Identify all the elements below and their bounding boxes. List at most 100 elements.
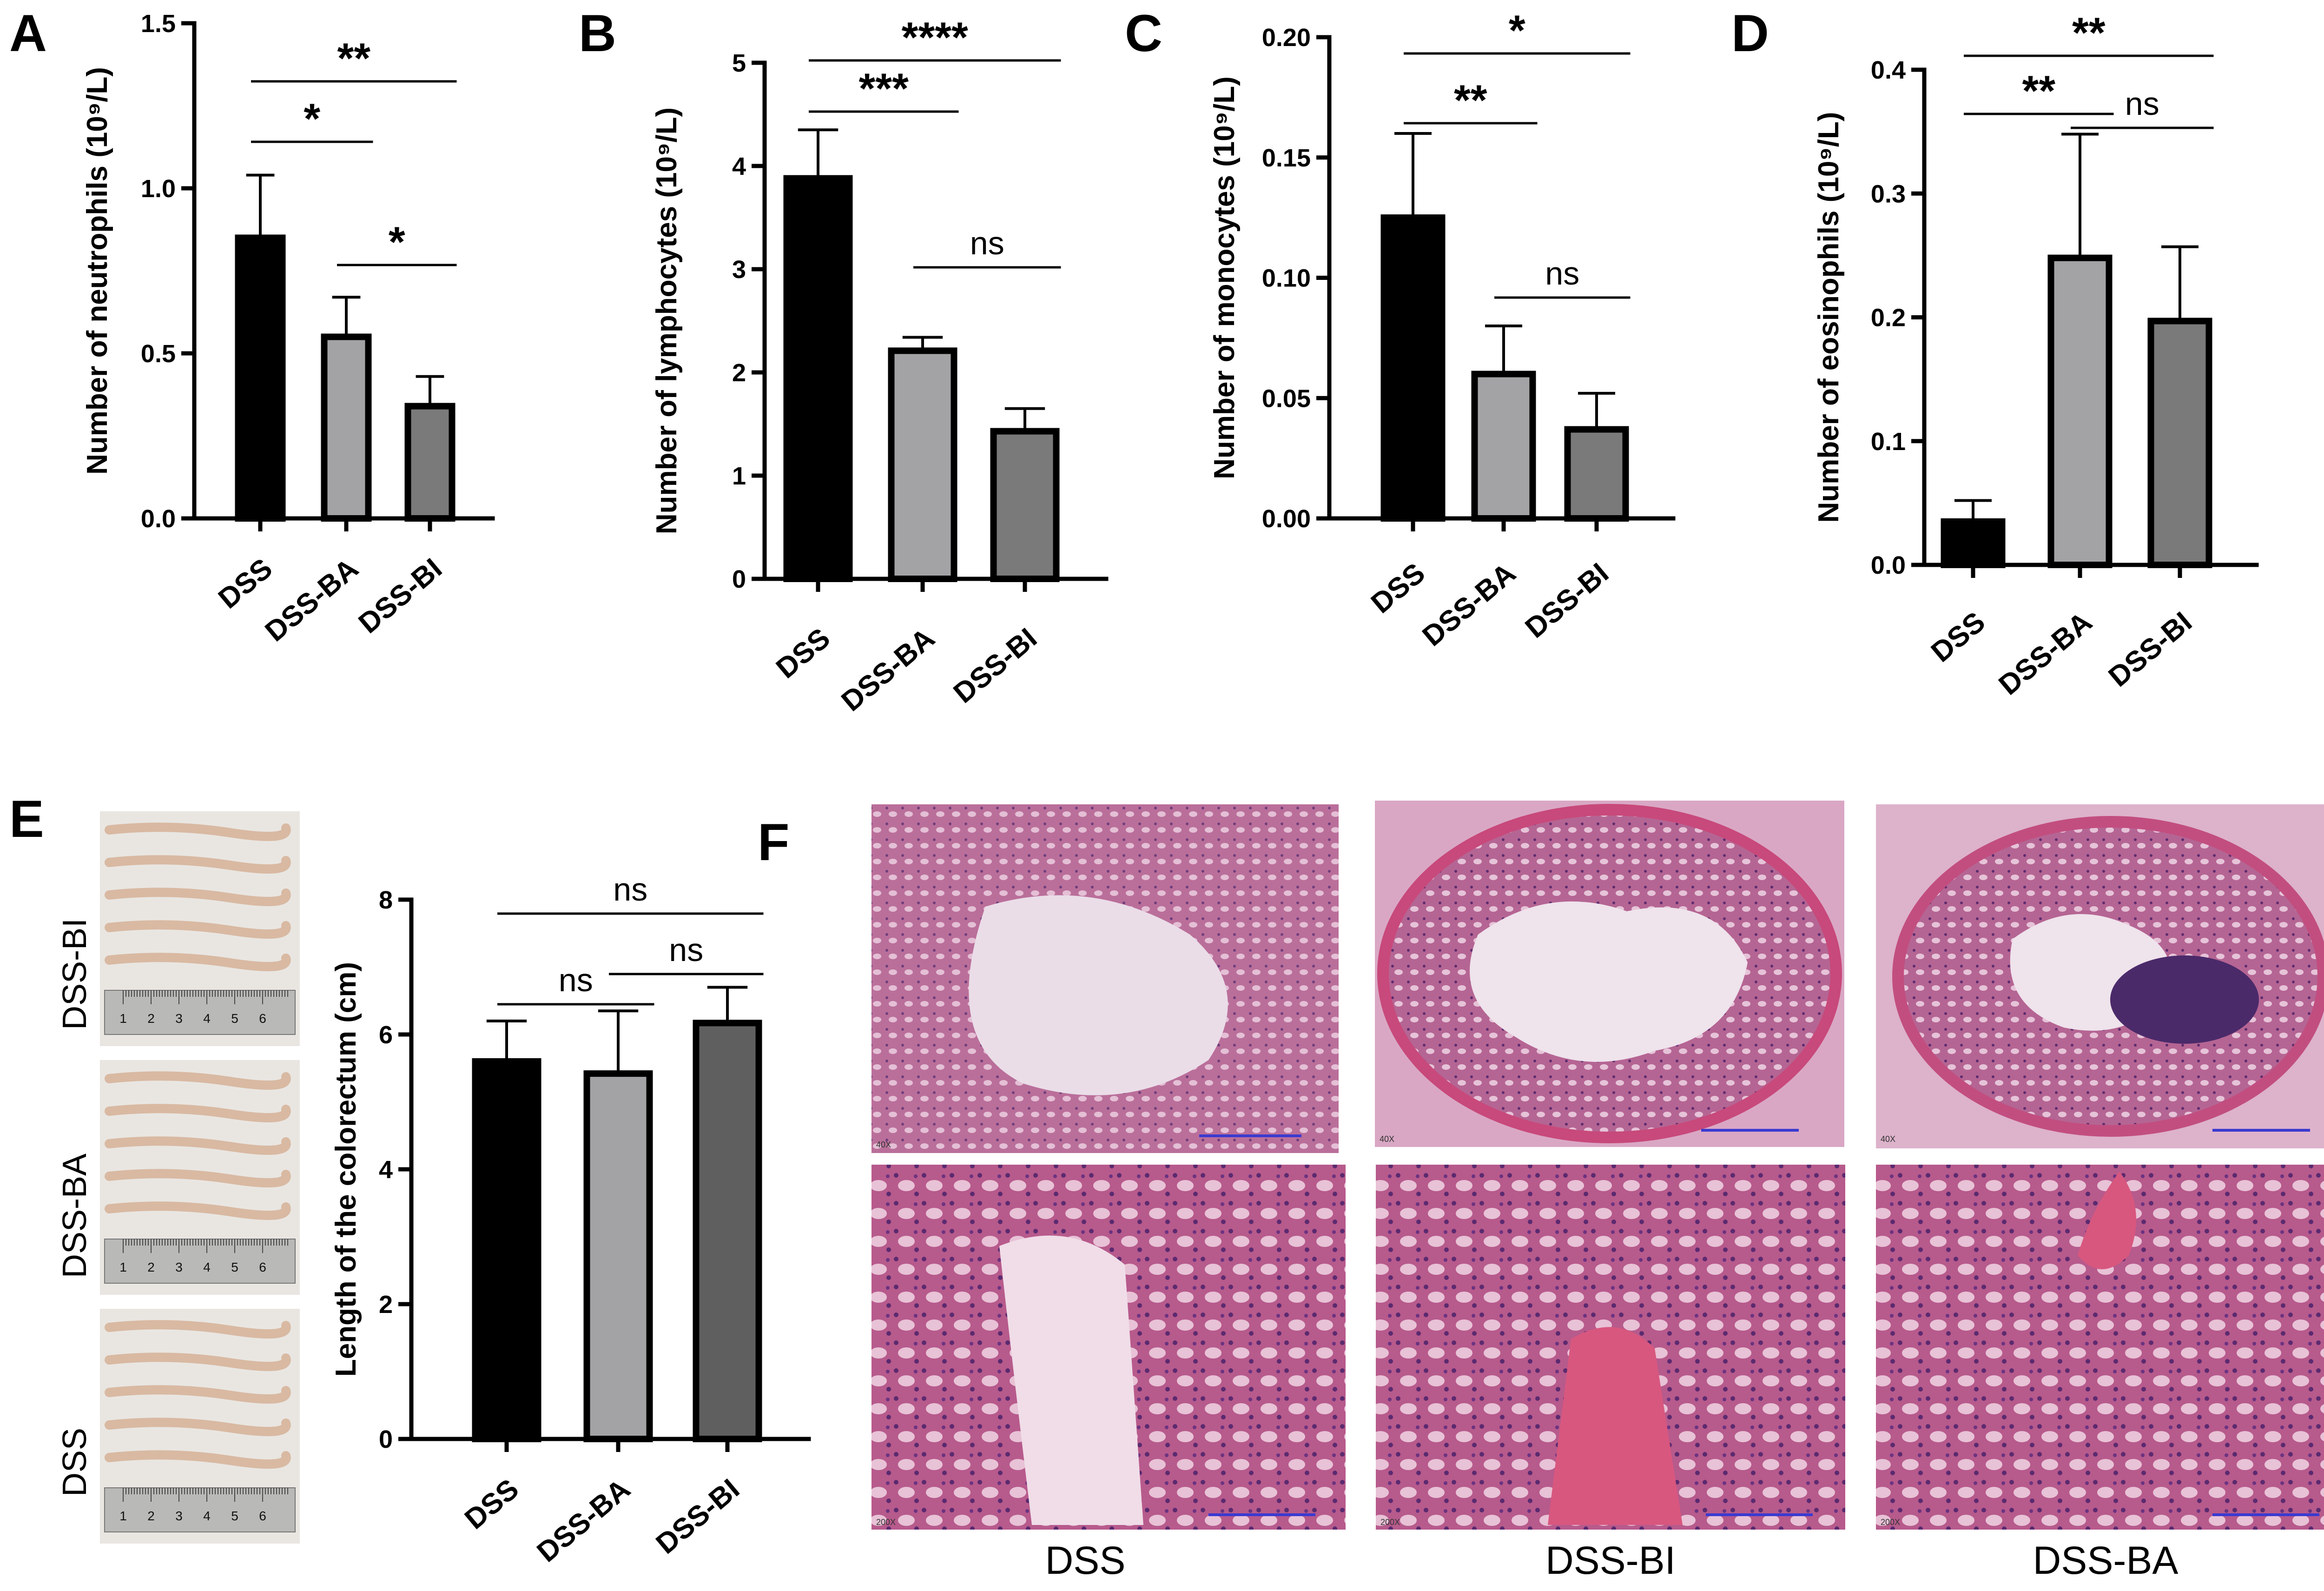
colon-specimen (105, 920, 291, 939)
panel-label-a: A (9, 4, 47, 62)
y-tick-label: 0.15 (1262, 144, 1311, 172)
significance-label: ns (613, 871, 647, 908)
y-tick-label: 0.05 (1262, 384, 1311, 412)
colon-specimen (105, 855, 291, 874)
bar-dss (1941, 518, 2006, 568)
caption-dss-bi: DSS-BI (1545, 1538, 1676, 1582)
y-tick-label: 0.20 (1262, 24, 1311, 52)
y-tick-label: 0.4 (1871, 56, 1906, 84)
y-tick-label: 4 (732, 152, 746, 180)
ruler (104, 990, 296, 1035)
y-tick-label: 1.5 (141, 10, 176, 38)
ruler-label: 2 (147, 1260, 155, 1274)
y-axis-label: Number of monocytes (10⁹/L) (1208, 76, 1241, 479)
ruler-label: 4 (203, 1260, 211, 1274)
panel-label-e: E (9, 790, 44, 848)
category-label-dss-bi: DSS-BI (1519, 557, 1615, 644)
colon-specimen (105, 1320, 291, 1339)
bar-dss (472, 1058, 541, 1442)
caption-dss: DSS (1045, 1538, 1126, 1582)
ruler (104, 1487, 296, 1532)
histology-dss-bi-200x: 200X (1376, 1165, 1845, 1530)
ruler-label: 1 (119, 1509, 127, 1523)
y-tick-label: 1.0 (141, 175, 176, 203)
y-tick-label: 8 (379, 886, 393, 914)
bar-dss-bi (404, 403, 456, 522)
colon-photos: 1 2 3 4 5 6 1 2 3 4 5 6 1 2 3 4 5 6 DSS-BI DSS-BA DSS (56, 811, 300, 1544)
category-label-dss-bi: DSS-BI (650, 1473, 746, 1560)
category-label-dss: DSS (770, 622, 836, 685)
y-tick-label: 6 (379, 1021, 393, 1049)
category-label-dss-bi: DSS-BI (948, 622, 1043, 709)
photo-label-dss-bi: DSS-BI (56, 918, 93, 1030)
significance-label: * (1509, 7, 1525, 54)
histology-dss-200x: 200X (872, 1165, 1346, 1530)
bar-dss (1380, 214, 1446, 522)
significance-label: ** (337, 35, 370, 82)
ruler-label: 5 (231, 1509, 238, 1523)
category-label-dss-ba: DSS-BA (1993, 606, 2098, 702)
panel-label-f: F (758, 813, 789, 871)
ruler-label: 6 (259, 1011, 266, 1026)
bar-dss-bi (693, 1020, 762, 1443)
significance-label: ** (2072, 9, 2106, 57)
colon-specimen (105, 1104, 291, 1122)
ruler-label: 3 (175, 1509, 183, 1523)
ruler-label: 3 (175, 1011, 183, 1026)
category-label-dss: DSS (212, 552, 278, 615)
colon-specimen (105, 1201, 291, 1220)
y-tick-label: 0.0 (1871, 551, 1906, 579)
ruler-label: 6 (259, 1509, 266, 1523)
y-tick-label: 0.0 (141, 505, 176, 533)
svg-text:200X: 200X (1380, 1518, 1400, 1527)
bar-dss-ba (1471, 371, 1536, 522)
panel-label-c: C (1125, 4, 1162, 62)
ruler-label: 3 (175, 1260, 183, 1274)
y-tick-label: 1 (732, 462, 746, 490)
y-tick-label: 0.10 (1262, 265, 1311, 292)
y-tick-label: 0.1 (1871, 428, 1906, 456)
colon-specimen (105, 1385, 291, 1404)
svg-text:40X: 40X (1881, 1134, 1895, 1144)
histology-dss-40x: 40X (872, 804, 1339, 1153)
significance-label: ** (2022, 67, 2055, 115)
photo-label-dss: DSS (56, 1428, 93, 1497)
y-tick-label: 0.3 (1871, 180, 1906, 208)
colon-photo-dss: 1 2 3 4 5 6 (100, 1309, 300, 1544)
y-tick-label: 0 (379, 1425, 393, 1453)
category-label-dss-bi: DSS-BI (2103, 606, 2198, 693)
bar-dss-ba (2047, 254, 2113, 568)
panel-label-b: B (579, 4, 616, 62)
histology-dss-bi-40x: 40X (1375, 801, 1844, 1147)
ruler-label: 2 (147, 1011, 155, 1026)
significance-label: ns (970, 225, 1004, 261)
bar-dss (783, 175, 853, 582)
ruler-label: 6 (259, 1260, 266, 1274)
chart-neutrophils: 0.0 0.5 1.0 1.5 Number of neutrophils (10⁹/L… (81, 10, 495, 648)
colon-specimen (105, 1136, 291, 1155)
bar-dss-ba (888, 347, 957, 582)
y-tick-label: 5 (732, 49, 746, 77)
bar-dss (235, 234, 286, 522)
significance-label: ns (1545, 255, 1579, 292)
bar-dss-bi (1564, 426, 1629, 522)
ruler-label: 4 (203, 1509, 211, 1523)
colon-specimen (105, 888, 291, 906)
svg-text:200X: 200X (1881, 1518, 1900, 1527)
y-axis-label: Number of neutrophils (10⁹/L) (81, 67, 113, 475)
svg-text:200X: 200X (876, 1518, 896, 1527)
bar-dss-ba (583, 1070, 653, 1443)
bar-dss-bi (990, 428, 1060, 582)
y-axis-label: Number of lymphocytes (10⁹/L) (651, 107, 683, 534)
y-tick-label: 0.5 (141, 340, 176, 368)
ruler-label: 4 (203, 1011, 211, 1026)
colon-specimen (105, 1450, 291, 1469)
chart-monocytes: 0.00 0.05 0.10 0.15 0.20 Number of monocytes … (1208, 7, 1676, 653)
significance-label: *** (859, 65, 909, 113)
colon-specimen (105, 1352, 291, 1371)
svg-text:40X: 40X (1380, 1134, 1394, 1144)
colon-specimen (105, 1071, 291, 1090)
bar-dss-ba (321, 333, 372, 522)
